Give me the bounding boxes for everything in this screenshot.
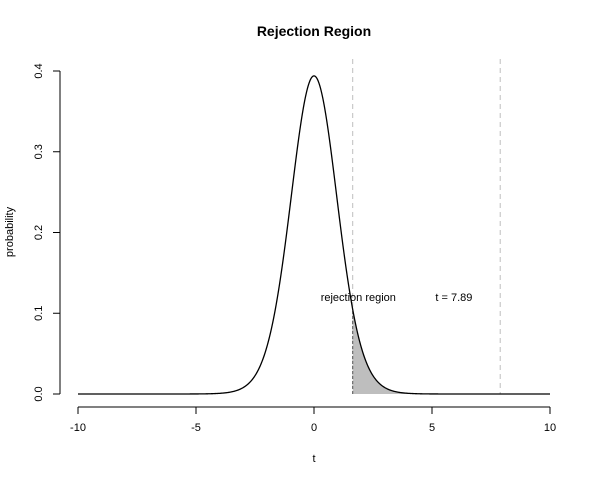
- annotations-layer: rejection region t = 7.89: [321, 292, 473, 304]
- chart-title: Rejection Region: [257, 23, 371, 39]
- x-tick-label-0: -10: [70, 422, 86, 434]
- rejection-region-area: [352, 309, 550, 394]
- y-tick-label-3: 0.3: [33, 144, 45, 159]
- reference-lines-layer: [352, 59, 501, 394]
- annotation-0: rejection region: [321, 292, 396, 304]
- x-tick-label-1: -5: [191, 422, 201, 434]
- y-tick-label-0: 0.0: [33, 386, 45, 401]
- y-axis-label: probability: [4, 206, 16, 257]
- y-tick-label-4: 0.4: [33, 63, 45, 78]
- x-tick-label-3: 5: [429, 422, 435, 434]
- density-curve: [78, 75, 550, 395]
- axes-layer: -10 -5 0 5 10 0.0 0.1 0.2 0.3 0.4: [33, 63, 556, 434]
- y-tick-label-2: 0.2: [33, 225, 45, 240]
- curve-layer: [78, 75, 550, 395]
- x-tick-label-2: 0: [311, 422, 317, 434]
- y-tick-label-1: 0.1: [33, 306, 45, 321]
- x-axis-label: t: [312, 453, 315, 465]
- x-tick-label-4: 10: [544, 422, 556, 434]
- rejection-region-layer: [352, 309, 550, 394]
- annotation-1: t = 7.89: [435, 292, 472, 304]
